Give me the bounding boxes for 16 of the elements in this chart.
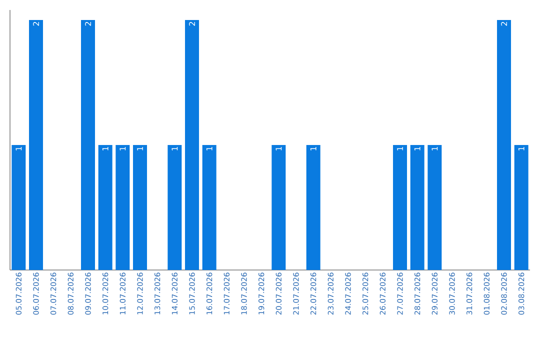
data-label: 2	[33, 22, 39, 26]
data-label: 1	[518, 146, 524, 150]
data-label: 1	[172, 146, 178, 150]
data-label: 2	[85, 22, 91, 26]
data-label: 1	[102, 146, 108, 150]
data-label: 1	[397, 146, 403, 150]
data-label: 1	[16, 146, 22, 150]
data-label: 1	[276, 146, 282, 150]
data-label: 1	[137, 146, 143, 150]
data-label: 1	[206, 146, 212, 150]
data-label: 2	[501, 22, 507, 26]
data-label: 1	[310, 146, 316, 150]
data-label: 1	[120, 146, 126, 150]
data-label: 2	[189, 22, 195, 26]
data-label: 1	[432, 146, 438, 150]
data-label: 1	[414, 146, 420, 150]
